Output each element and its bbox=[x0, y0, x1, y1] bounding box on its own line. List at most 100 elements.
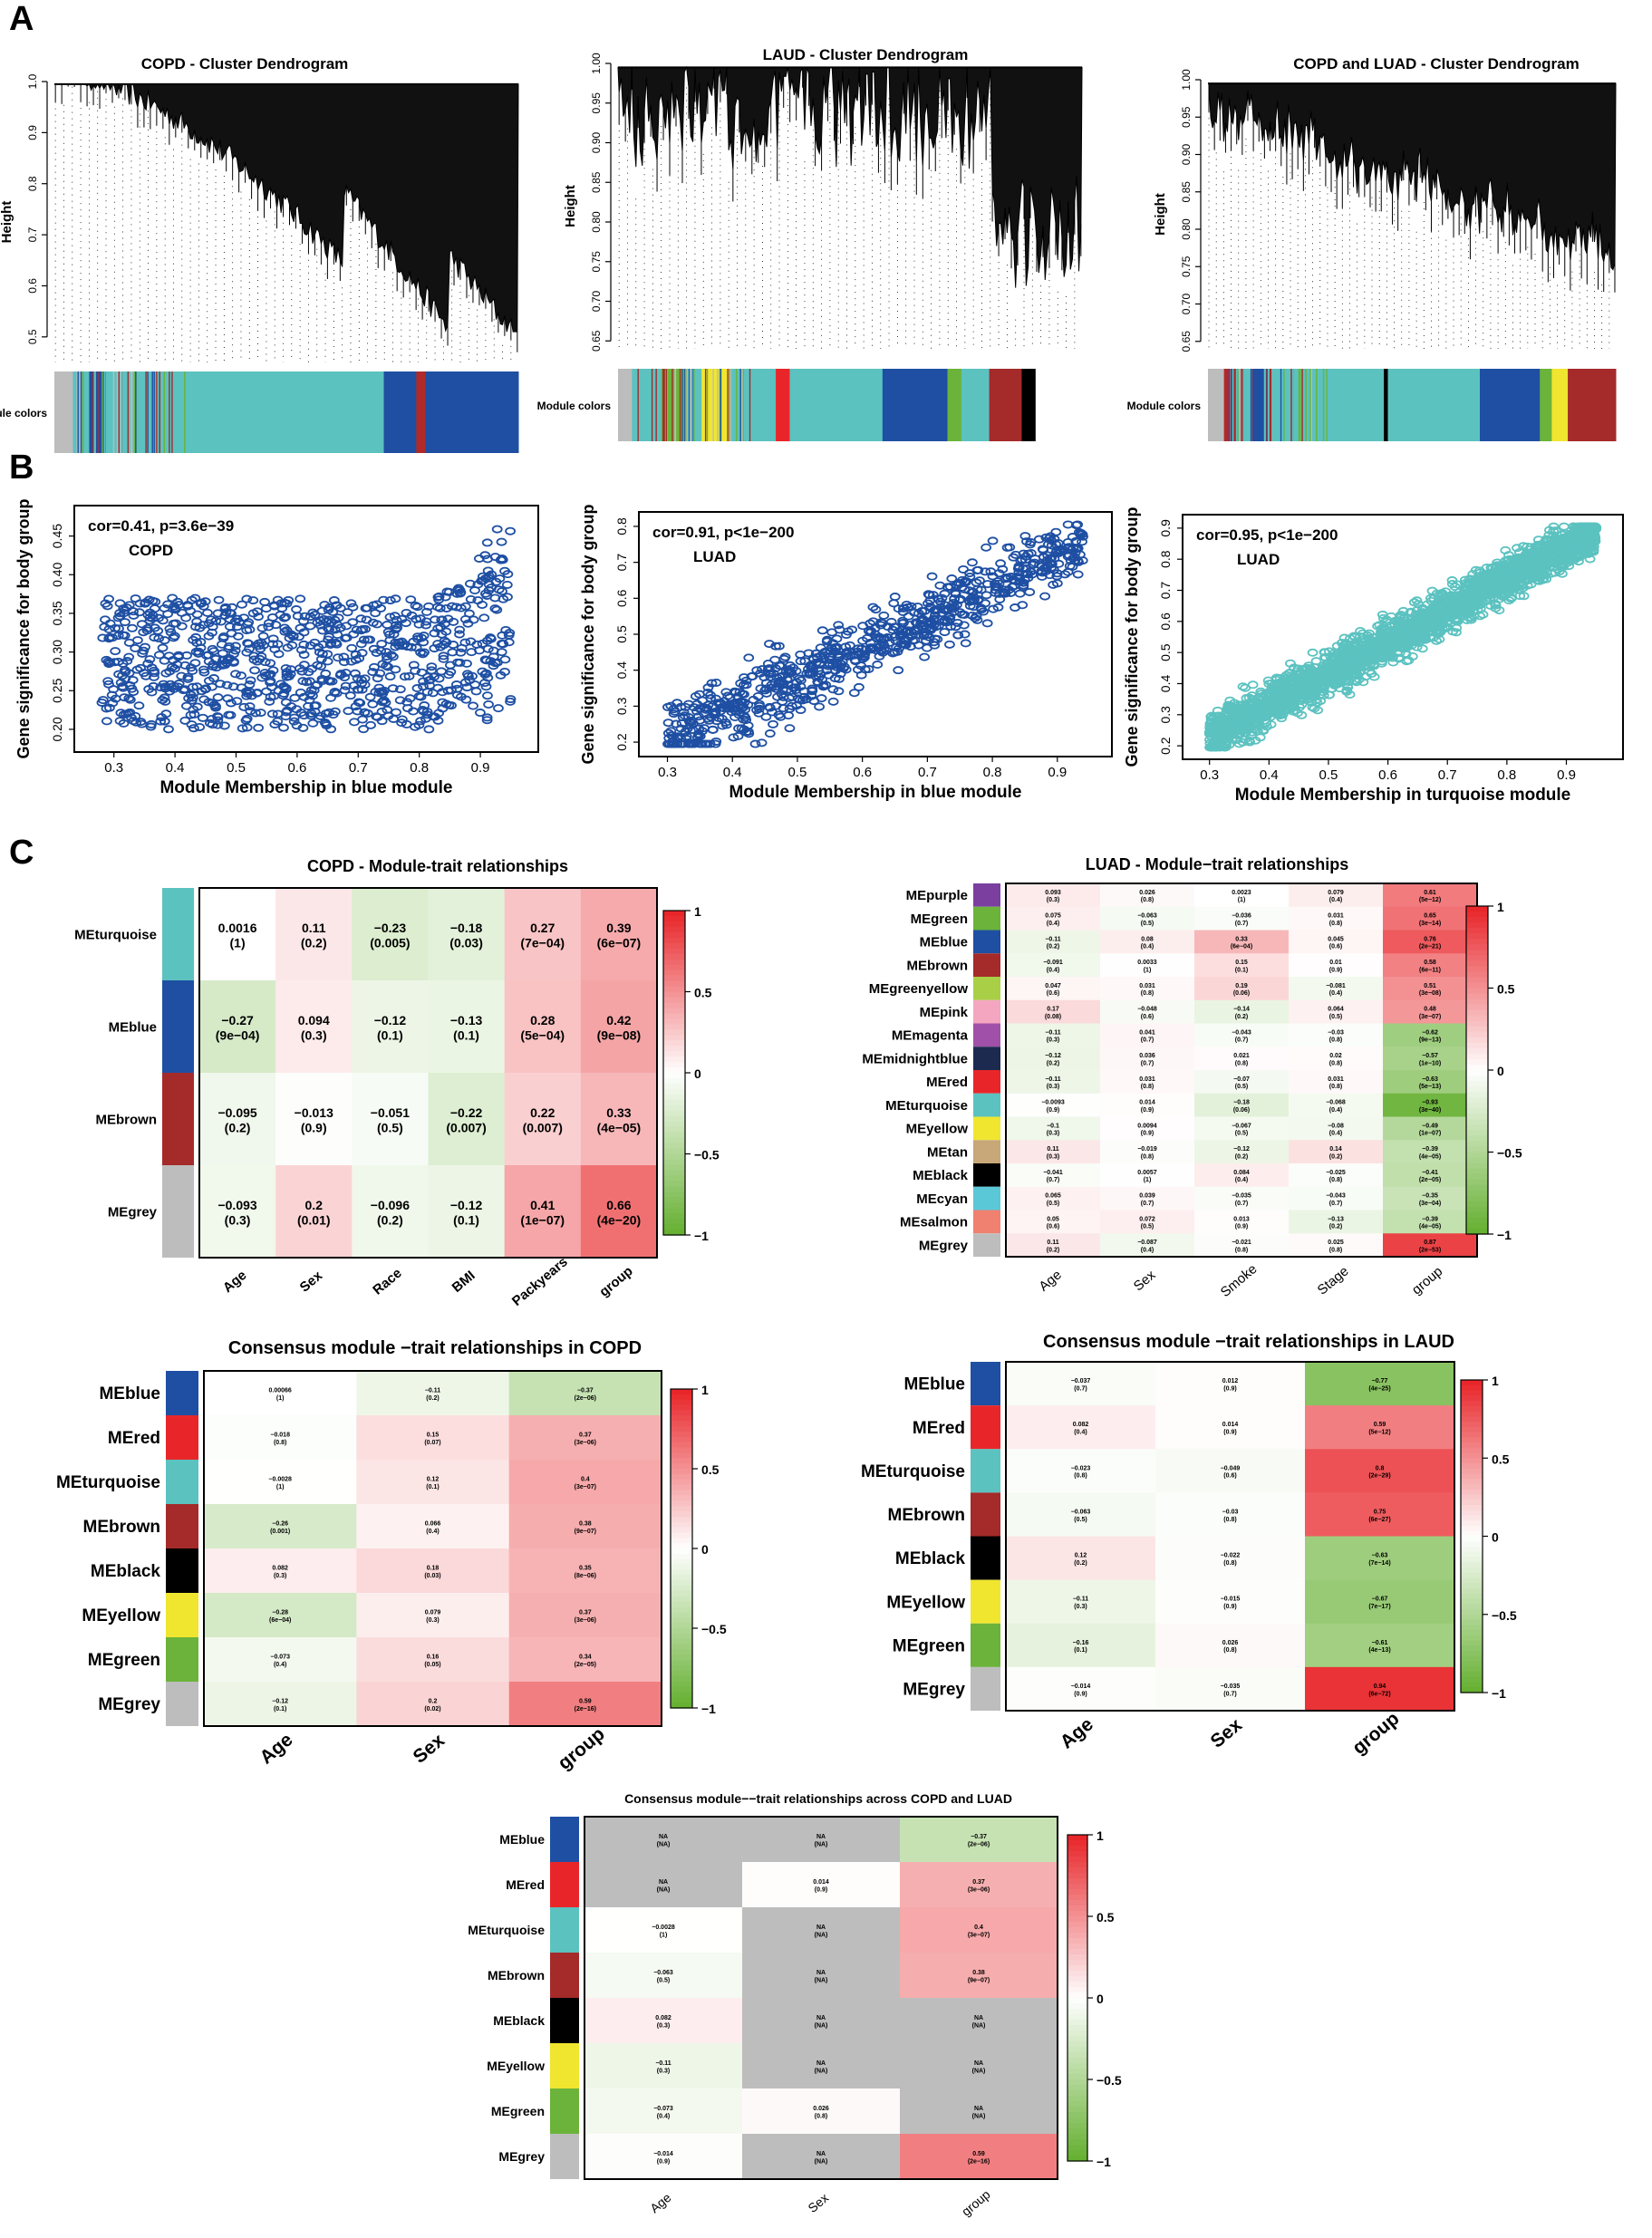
cell-value: −0.12 bbox=[450, 1198, 483, 1212]
module-color-swatch bbox=[973, 883, 1000, 907]
x-axis-label: Module Membership in blue module bbox=[159, 778, 452, 797]
dendrogram-title: COPD and LUAD - Cluster Dendrogram bbox=[1293, 55, 1579, 72]
scatter-point bbox=[155, 717, 167, 726]
scatter-point bbox=[191, 617, 203, 626]
legend-gradient-step bbox=[663, 915, 685, 922]
legend-gradient-step bbox=[663, 997, 685, 1004]
scatter-point bbox=[415, 648, 426, 657]
scatter-point bbox=[362, 635, 373, 644]
scatter-point bbox=[198, 665, 209, 674]
module-color-stripe bbox=[1241, 369, 1243, 441]
scatter-plot-3: 0.3 0.4 0.5 0.6 0.7 0.8 0.90.20.30.40.50.60.70… bbox=[1123, 506, 1624, 805]
column-label: Packyears bbox=[509, 1254, 571, 1309]
scatter-point bbox=[212, 693, 224, 702]
scatter-point bbox=[296, 645, 307, 654]
scatter-point bbox=[149, 604, 160, 613]
legend-gradient-step bbox=[663, 1105, 685, 1112]
scatter-point bbox=[112, 613, 124, 622]
scatter-point bbox=[157, 616, 169, 625]
scatter-point bbox=[371, 712, 382, 721]
scatter-point bbox=[266, 709, 278, 719]
cell-value: −0.27 bbox=[221, 1013, 254, 1027]
y-tick-label: 0.5 bbox=[1158, 643, 1173, 661]
y-tick-label: 0.85 bbox=[1180, 181, 1193, 203]
cell-pvalue: (9e−04) bbox=[216, 1028, 260, 1043]
scatter-point bbox=[411, 603, 423, 612]
y-tick-label: 0.2 bbox=[614, 733, 629, 751]
y-tick-label: 0.80 bbox=[1180, 218, 1193, 240]
cell-pvalue: (7e−04) bbox=[520, 936, 565, 950]
scatter-point bbox=[245, 707, 256, 716]
scatter-point bbox=[419, 648, 430, 657]
legend-gradient-step bbox=[663, 1013, 685, 1019]
scatter-point bbox=[188, 705, 199, 714]
module-color-swatch bbox=[973, 1023, 1000, 1047]
scatter-point bbox=[352, 674, 363, 683]
module-color-stripe bbox=[163, 371, 165, 453]
x-tick-label: 0.6 bbox=[287, 760, 306, 776]
scatter-point bbox=[231, 622, 243, 632]
scatter-point bbox=[207, 644, 218, 653]
scatter-point bbox=[324, 708, 335, 717]
module-color-stripe bbox=[135, 371, 137, 453]
module-color-stripe bbox=[736, 369, 738, 441]
module-color-stripe bbox=[1290, 369, 1292, 441]
scatter-point bbox=[355, 614, 367, 623]
scatter-point bbox=[162, 610, 173, 619]
scatter-point bbox=[418, 682, 429, 691]
x-tick-label: 0.3 bbox=[1200, 767, 1219, 783]
scatter-point bbox=[123, 652, 135, 661]
module-color-stripe bbox=[665, 369, 668, 441]
scatter-point bbox=[489, 593, 501, 603]
scatter-point bbox=[462, 619, 474, 628]
legend-gradient-step bbox=[663, 911, 685, 917]
scatter-point bbox=[223, 710, 235, 719]
scatter-point bbox=[760, 712, 772, 721]
scatter-point bbox=[481, 716, 493, 725]
scatter-point bbox=[196, 687, 208, 696]
scatter-point bbox=[226, 699, 237, 708]
module-color-stripe bbox=[690, 369, 691, 441]
scatter-point bbox=[269, 719, 281, 728]
module-color-stripe bbox=[103, 371, 105, 453]
cell-pvalue: (0.3) bbox=[225, 1213, 251, 1228]
dendrogram-title: COPD - Cluster Dendrogram bbox=[141, 55, 349, 72]
module-color-stripe bbox=[1266, 369, 1268, 441]
scatter-point bbox=[496, 639, 507, 648]
module-color-stripe bbox=[95, 371, 98, 453]
y-tick-label: 0.6 bbox=[614, 589, 629, 607]
scatter-point bbox=[314, 616, 326, 625]
scatter-point bbox=[339, 658, 350, 667]
scatter-point bbox=[462, 670, 473, 679]
scatter-point bbox=[1014, 589, 1026, 598]
scatter-point bbox=[115, 709, 127, 718]
scatter-point bbox=[298, 661, 310, 670]
scatter-point bbox=[368, 601, 380, 610]
legend-tick-label: 0 bbox=[694, 1066, 701, 1081]
scatter-point bbox=[117, 631, 129, 640]
x-tick-label: 0.6 bbox=[1378, 767, 1397, 783]
module-color-segment bbox=[682, 369, 702, 441]
module-color-swatch bbox=[973, 930, 1000, 954]
scatter-point bbox=[252, 607, 263, 616]
scatter-point bbox=[281, 626, 293, 635]
scatter-point bbox=[489, 604, 501, 613]
scatter-point bbox=[307, 719, 319, 728]
scatter-point bbox=[304, 641, 316, 650]
scatter-point bbox=[305, 711, 317, 720]
module-color-swatch bbox=[973, 999, 1000, 1024]
scatter-point bbox=[188, 724, 199, 733]
module-color-stripe bbox=[92, 371, 94, 453]
scatter-point bbox=[394, 685, 406, 694]
scatter-point bbox=[310, 701, 322, 710]
scatter-point bbox=[827, 697, 839, 706]
scatter-point bbox=[468, 701, 478, 710]
column-label: Age bbox=[220, 1268, 250, 1296]
scatter-point bbox=[153, 651, 165, 660]
scatter-point bbox=[118, 719, 130, 728]
scatter-point bbox=[355, 626, 367, 635]
scatter-point bbox=[206, 615, 217, 624]
scatter-point bbox=[479, 679, 490, 688]
module-color-segment bbox=[1235, 369, 1253, 441]
row-label: MEgreenyellow bbox=[869, 981, 969, 997]
